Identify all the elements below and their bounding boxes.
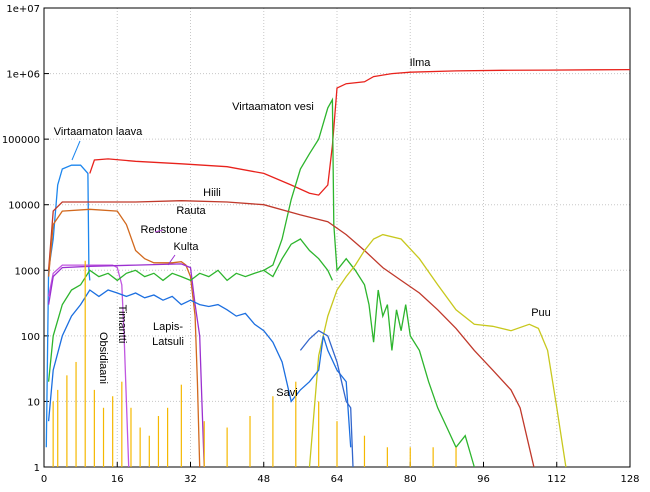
series-label-obsidiaani: Obsidiaani xyxy=(97,332,109,384)
x-tick-label: 128 xyxy=(620,474,639,485)
series-line-rauta xyxy=(47,208,201,468)
series-line-puu xyxy=(308,233,567,468)
series-line-redstone xyxy=(47,264,130,468)
series-label-latsuli: Latsuli xyxy=(152,336,184,348)
y-tick-label: 1e+07 xyxy=(6,4,40,15)
series-label-rauta: Rauta xyxy=(176,205,206,217)
series-line-kulta xyxy=(47,263,205,468)
x-tick-label: 48 xyxy=(257,474,270,485)
series-line-virtaamaton-vesi xyxy=(263,97,475,468)
x-tick-label: 0 xyxy=(41,474,47,485)
series-label-hiili: Hiili xyxy=(203,187,221,199)
series-label-ilma: Ilma xyxy=(410,57,432,69)
y-tick-label: 1e+06 xyxy=(6,70,40,81)
series-line-lapis-latsuli xyxy=(47,289,352,448)
label-pointer xyxy=(167,254,176,266)
y-tick-label: 10 xyxy=(27,397,40,408)
series-label-lapis-: Lapis- xyxy=(153,321,183,333)
y-tick-label: 1 xyxy=(34,463,40,474)
series-label-savi: Savi xyxy=(276,387,297,399)
x-tick-label: 32 xyxy=(184,474,197,485)
series-label-virtaamaton-laava: Virtaamaton laava xyxy=(54,126,143,138)
label-pointer xyxy=(154,229,164,233)
series-label-puu: Puu xyxy=(531,307,551,319)
y-tick-label: 10000 xyxy=(8,201,40,212)
series-label-kulta: Kulta xyxy=(173,241,199,253)
x-tick-label: 96 xyxy=(477,474,490,485)
series-label-timantti: Timantti xyxy=(116,305,128,344)
series-line-savi xyxy=(299,329,354,468)
y-tick-label: 1000 xyxy=(15,266,40,277)
series-lines xyxy=(45,68,631,468)
x-tick-label: 64 xyxy=(331,474,344,485)
y-tick-label: 100 xyxy=(21,332,40,343)
series-labels: Ilma Virtaamaton vesi Virtaamaton laava Hii… xyxy=(54,57,551,399)
series-label-redstone: Redstone xyxy=(140,224,187,236)
series-label-virtaamaton-vesi: Virtaamaton vesi xyxy=(232,101,314,113)
series-line-timantti xyxy=(47,238,333,382)
y-tick-label: 100000 xyxy=(2,135,40,146)
x-tick-label: 16 xyxy=(111,474,124,485)
x-tick-label: 112 xyxy=(547,474,566,485)
label-pointer xyxy=(71,140,81,161)
x-tick-label: 80 xyxy=(404,474,417,485)
